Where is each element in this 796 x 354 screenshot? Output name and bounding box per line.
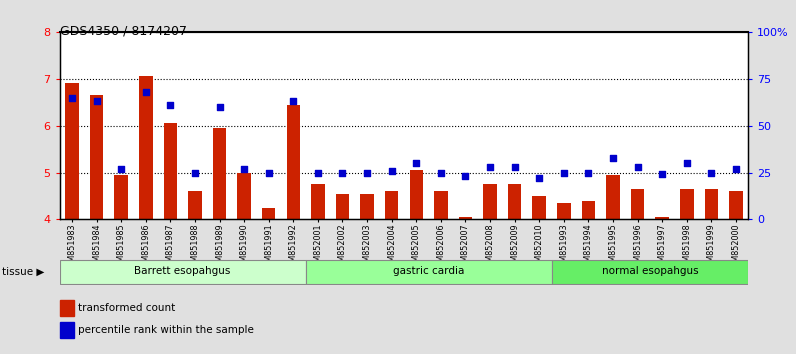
Point — [607, 155, 619, 160]
Bar — [311, 184, 325, 219]
Bar — [287, 104, 300, 219]
Bar — [557, 203, 571, 219]
Text: transformed count: transformed count — [78, 303, 176, 313]
FancyBboxPatch shape — [306, 260, 552, 284]
Text: normal esopahgus: normal esopahgus — [602, 266, 698, 276]
Bar — [361, 194, 374, 219]
Point — [361, 170, 373, 175]
Text: tissue ▶: tissue ▶ — [2, 267, 44, 277]
Point — [238, 166, 251, 172]
Bar — [385, 191, 399, 219]
Bar — [65, 84, 79, 219]
Bar — [262, 208, 275, 219]
Bar — [483, 184, 497, 219]
FancyBboxPatch shape — [60, 260, 306, 284]
Point — [582, 170, 595, 175]
Bar — [213, 128, 226, 219]
Point — [705, 170, 718, 175]
Bar — [237, 172, 251, 219]
Text: gastric cardia: gastric cardia — [393, 266, 464, 276]
Bar — [704, 189, 718, 219]
Point — [631, 164, 644, 170]
Point — [213, 104, 226, 110]
Bar — [458, 217, 472, 219]
Point — [730, 166, 743, 172]
Text: GDS4350 / 8174207: GDS4350 / 8174207 — [60, 25, 187, 38]
Point — [681, 160, 693, 166]
Point — [311, 170, 324, 175]
Point — [509, 164, 521, 170]
Point — [656, 172, 669, 177]
Point — [435, 170, 447, 175]
Point — [484, 164, 497, 170]
Bar — [582, 201, 595, 219]
Bar — [139, 76, 153, 219]
Bar — [60, 321, 74, 338]
Point — [139, 89, 152, 95]
Text: Barrett esopahgus: Barrett esopahgus — [135, 266, 231, 276]
Bar — [508, 184, 521, 219]
Point — [287, 98, 299, 104]
Bar — [434, 191, 447, 219]
Text: percentile rank within the sample: percentile rank within the sample — [78, 325, 254, 335]
Bar — [336, 194, 349, 219]
Point — [336, 170, 349, 175]
Point — [115, 166, 127, 172]
Point — [65, 95, 78, 101]
Point — [533, 175, 545, 181]
Bar — [409, 170, 423, 219]
Bar — [655, 217, 669, 219]
Bar — [115, 175, 128, 219]
FancyBboxPatch shape — [552, 260, 748, 284]
Bar — [630, 189, 644, 219]
Bar — [60, 300, 74, 316]
Point — [90, 98, 103, 104]
Point — [164, 102, 177, 108]
Bar — [533, 196, 546, 219]
Bar — [90, 95, 103, 219]
Point — [410, 160, 423, 166]
Bar — [607, 175, 620, 219]
Bar — [188, 191, 201, 219]
Point — [263, 170, 275, 175]
Point — [385, 168, 398, 173]
Point — [459, 173, 472, 179]
Bar — [164, 123, 178, 219]
Bar — [729, 191, 743, 219]
Point — [557, 170, 570, 175]
Point — [189, 170, 201, 175]
Bar — [680, 189, 693, 219]
